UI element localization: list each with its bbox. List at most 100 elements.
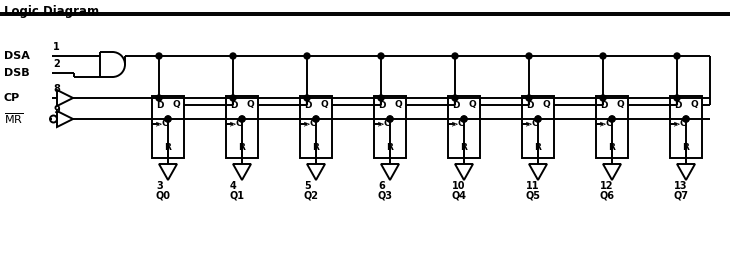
- Circle shape: [452, 53, 458, 59]
- Text: Q2: Q2: [304, 190, 319, 200]
- Text: Q: Q: [468, 100, 476, 110]
- Circle shape: [378, 53, 384, 59]
- Text: 9: 9: [53, 105, 60, 115]
- Circle shape: [230, 53, 236, 59]
- Circle shape: [461, 116, 467, 122]
- Text: R: R: [312, 144, 320, 153]
- Circle shape: [239, 116, 245, 122]
- Text: 1: 1: [53, 42, 60, 52]
- Text: 11: 11: [526, 181, 539, 191]
- Circle shape: [535, 116, 541, 122]
- Text: Q: Q: [246, 100, 254, 110]
- Circle shape: [156, 95, 162, 101]
- Text: DSA: DSA: [4, 51, 30, 61]
- Text: Q5: Q5: [526, 190, 541, 200]
- Circle shape: [313, 116, 319, 122]
- Circle shape: [609, 116, 615, 122]
- Text: >: >: [229, 120, 237, 128]
- Text: >: >: [377, 120, 385, 128]
- Bar: [522, 96, 554, 158]
- Text: 3: 3: [156, 181, 163, 191]
- Bar: [374, 96, 406, 158]
- Circle shape: [674, 95, 680, 101]
- Circle shape: [674, 53, 680, 59]
- Text: Q0: Q0: [156, 190, 171, 200]
- Circle shape: [683, 116, 689, 122]
- Text: 5: 5: [304, 181, 311, 191]
- Circle shape: [230, 95, 236, 101]
- Bar: [226, 96, 258, 158]
- Text: 2: 2: [53, 59, 60, 69]
- Text: D: D: [526, 100, 534, 110]
- Circle shape: [387, 116, 393, 122]
- Text: 10: 10: [452, 181, 466, 191]
- Circle shape: [304, 95, 310, 101]
- Text: Q6: Q6: [600, 190, 615, 200]
- Text: C: C: [383, 120, 390, 128]
- Text: >: >: [673, 120, 680, 128]
- Text: Q1: Q1: [230, 190, 245, 200]
- Bar: [448, 96, 480, 158]
- Text: D: D: [230, 100, 237, 110]
- Text: D: D: [156, 100, 164, 110]
- Text: 8: 8: [53, 84, 60, 94]
- Text: C: C: [457, 120, 464, 128]
- Bar: [670, 96, 702, 158]
- Text: $\overline{\mathrm{MR}}$: $\overline{\mathrm{MR}}$: [4, 112, 23, 126]
- Text: Q: Q: [616, 100, 624, 110]
- Text: >: >: [303, 120, 311, 128]
- Bar: [596, 96, 628, 158]
- Circle shape: [165, 116, 171, 122]
- Text: 13: 13: [674, 181, 688, 191]
- Text: R: R: [239, 144, 245, 153]
- Circle shape: [313, 116, 319, 122]
- Circle shape: [304, 53, 310, 59]
- Bar: [300, 96, 332, 158]
- Circle shape: [526, 53, 532, 59]
- Text: >: >: [599, 120, 607, 128]
- Text: Q3: Q3: [378, 190, 393, 200]
- Text: D: D: [600, 100, 607, 110]
- Text: 12: 12: [600, 181, 613, 191]
- Circle shape: [461, 116, 467, 122]
- Text: Q4: Q4: [452, 190, 467, 200]
- Text: Q: Q: [394, 100, 402, 110]
- Text: C: C: [161, 120, 168, 128]
- Text: >: >: [155, 120, 163, 128]
- Circle shape: [239, 116, 245, 122]
- Text: R: R: [534, 144, 542, 153]
- Circle shape: [600, 53, 606, 59]
- Text: R: R: [387, 144, 393, 153]
- Text: D: D: [674, 100, 682, 110]
- Text: Logic Diagram: Logic Diagram: [4, 5, 99, 18]
- Text: C: C: [679, 120, 685, 128]
- Circle shape: [387, 116, 393, 122]
- Circle shape: [535, 116, 541, 122]
- Text: R: R: [683, 144, 689, 153]
- Text: Q7: Q7: [674, 190, 689, 200]
- Text: C: C: [531, 120, 537, 128]
- Text: C: C: [309, 120, 315, 128]
- Text: Q: Q: [542, 100, 550, 110]
- Text: >: >: [525, 120, 533, 128]
- Text: 6: 6: [378, 181, 385, 191]
- Text: D: D: [378, 100, 385, 110]
- Text: DSB: DSB: [4, 68, 30, 78]
- Circle shape: [600, 95, 606, 101]
- Text: Q: Q: [691, 100, 698, 110]
- Circle shape: [165, 116, 171, 122]
- Circle shape: [156, 53, 162, 59]
- Circle shape: [683, 116, 689, 122]
- Text: C: C: [235, 120, 242, 128]
- Circle shape: [526, 95, 532, 101]
- Circle shape: [452, 95, 458, 101]
- Circle shape: [378, 95, 384, 101]
- Text: CP: CP: [4, 93, 20, 103]
- Text: R: R: [461, 144, 467, 153]
- Text: D: D: [304, 100, 312, 110]
- Text: D: D: [452, 100, 459, 110]
- Text: 4: 4: [230, 181, 237, 191]
- Text: Q: Q: [172, 100, 180, 110]
- Text: R: R: [164, 144, 172, 153]
- Text: >: >: [451, 120, 458, 128]
